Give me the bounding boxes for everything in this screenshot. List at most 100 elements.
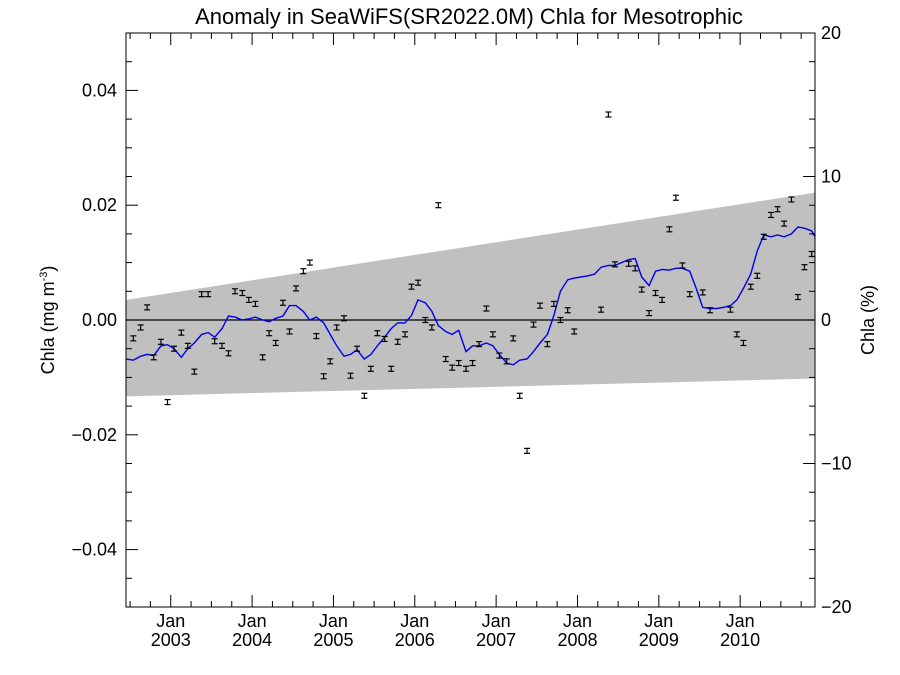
data-point (794, 293, 801, 301)
x-month-label: Jan (156, 611, 185, 631)
data-point (489, 331, 496, 338)
data-point (245, 296, 252, 304)
running-mean-line (125, 226, 816, 366)
data-point (293, 285, 300, 292)
chart-title: Anomaly in SeaWiFS(SR2022.0M) Chla for M… (195, 4, 743, 29)
data-point (402, 331, 409, 338)
data-point (632, 265, 639, 272)
data-point (774, 206, 781, 213)
data-point (801, 264, 808, 271)
data-point (259, 354, 266, 361)
left-axis-title: Chla (mg m-3) (38, 266, 58, 375)
data-point (699, 289, 706, 296)
data-point (184, 342, 191, 349)
data-point (408, 283, 415, 290)
data-point (510, 335, 517, 342)
x-month-label: Jan (400, 611, 429, 631)
data-point (659, 296, 666, 304)
data-point (442, 355, 449, 363)
data-point (218, 342, 225, 349)
data-point (333, 324, 340, 331)
data-point (625, 260, 632, 267)
data-point (415, 279, 422, 286)
data-point (320, 373, 327, 380)
data-point (747, 283, 754, 290)
data-point (341, 315, 348, 322)
data-point (605, 111, 612, 118)
data-point (544, 341, 551, 348)
data-point (279, 299, 286, 306)
data-point (564, 307, 571, 314)
data-point (483, 305, 490, 312)
data-point (788, 196, 795, 203)
x-year-label: 2003 (151, 630, 191, 650)
data-point (727, 306, 734, 313)
data-point (137, 324, 144, 331)
data-point (144, 304, 151, 311)
data-point (266, 330, 273, 337)
right-y-axis: −20 −10 0 10 20 (803, 23, 852, 617)
data-point (611, 261, 618, 268)
x-month-label: Jan (319, 611, 348, 631)
data-point (313, 332, 320, 340)
data-point (394, 338, 401, 345)
data-point (327, 358, 334, 365)
right-tick-label: 10 (821, 167, 841, 187)
data-point (191, 368, 198, 375)
data-point (449, 364, 456, 371)
data-point (272, 339, 279, 347)
data-point (361, 392, 368, 399)
x-year-label: 2009 (639, 630, 679, 650)
data-point (469, 359, 476, 367)
left-tick-label: −0.04 (71, 540, 117, 560)
x-month-label: Jan (482, 611, 511, 631)
data-point (571, 328, 578, 335)
left-tick-label: 0.00 (82, 310, 117, 330)
x-month-label: Jan (644, 611, 673, 631)
data-point (760, 233, 767, 240)
data-point (367, 365, 374, 372)
left-y-axis: −0.04 −0.02 0.00 0.02 0.04 (71, 32, 138, 608)
data-point (374, 330, 381, 337)
x-month-label: Jan (238, 611, 267, 631)
data-point (686, 291, 693, 298)
right-axis-title: Chla (%) (858, 285, 878, 355)
data-point (422, 316, 429, 324)
data-point (550, 300, 557, 308)
data-point (164, 398, 171, 406)
data-point (638, 286, 645, 293)
data-point (157, 338, 164, 345)
data-point (225, 350, 232, 357)
data-point (306, 259, 313, 266)
data-point (768, 211, 775, 219)
running-mean-series (125, 226, 816, 366)
data-point (428, 324, 435, 331)
data-point (733, 331, 740, 338)
confidence-band (126, 192, 815, 397)
right-tick-label: −20 (821, 597, 852, 617)
data-point (476, 341, 483, 348)
data-point (354, 345, 361, 352)
data-point (388, 365, 395, 372)
x-year-label: 2006 (395, 630, 435, 650)
data-point (300, 268, 307, 275)
left-tick-label: −0.02 (71, 425, 117, 445)
data-point (455, 359, 462, 367)
data-point (503, 358, 510, 365)
data-point (781, 220, 788, 227)
x-month-label: Jan (563, 611, 592, 631)
data-point (598, 306, 605, 313)
x-year-label: 2008 (557, 630, 597, 650)
right-tick-label: 0 (821, 310, 831, 330)
data-point (652, 289, 659, 297)
x-axis: Jan2003Jan2004Jan2005Jan2006Jan2007Jan20… (129, 33, 802, 650)
data-point (707, 307, 714, 314)
x-year-label: 2005 (313, 630, 353, 650)
data-point (516, 392, 523, 399)
data-point (679, 262, 686, 269)
x-year-label: 2010 (720, 630, 760, 650)
data-point (435, 202, 442, 209)
data-point (530, 321, 537, 328)
data-point (537, 302, 544, 309)
